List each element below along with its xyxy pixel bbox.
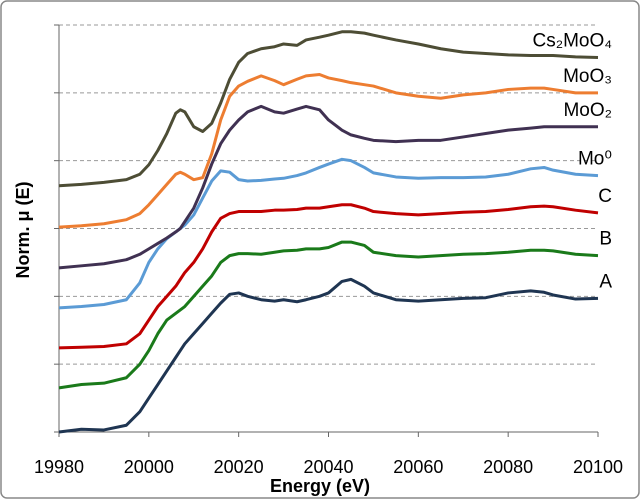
x-tick-label: 19980	[34, 457, 84, 477]
y-axis-label: Norm. μ (E)	[13, 181, 33, 278]
series-line	[58, 30, 599, 188]
series-line	[58, 203, 599, 350]
series-label: MoO₂	[563, 100, 612, 121]
x-tick-label: 20040	[303, 457, 353, 477]
series-label: Cs₂MoO₄	[532, 31, 612, 52]
series-label: MoO₃	[563, 66, 612, 87]
x-axis-label: Energy (eV)	[270, 476, 370, 496]
x-tick-label: 20080	[483, 457, 533, 477]
series-label: Mo⁰	[578, 149, 612, 170]
series-line	[58, 157, 599, 310]
x-tick-label: 20000	[124, 457, 174, 477]
x-tick-label: 20060	[393, 457, 443, 477]
series-label: A	[599, 271, 612, 292]
series-label: B	[599, 229, 612, 250]
series-line	[58, 240, 599, 390]
series-line	[58, 277, 599, 434]
x-tick-label: 20100	[573, 457, 623, 477]
series-line	[58, 104, 598, 270]
series-label: C	[598, 186, 612, 207]
x-tick-label: 20020	[214, 457, 264, 477]
series-line	[58, 73, 598, 229]
